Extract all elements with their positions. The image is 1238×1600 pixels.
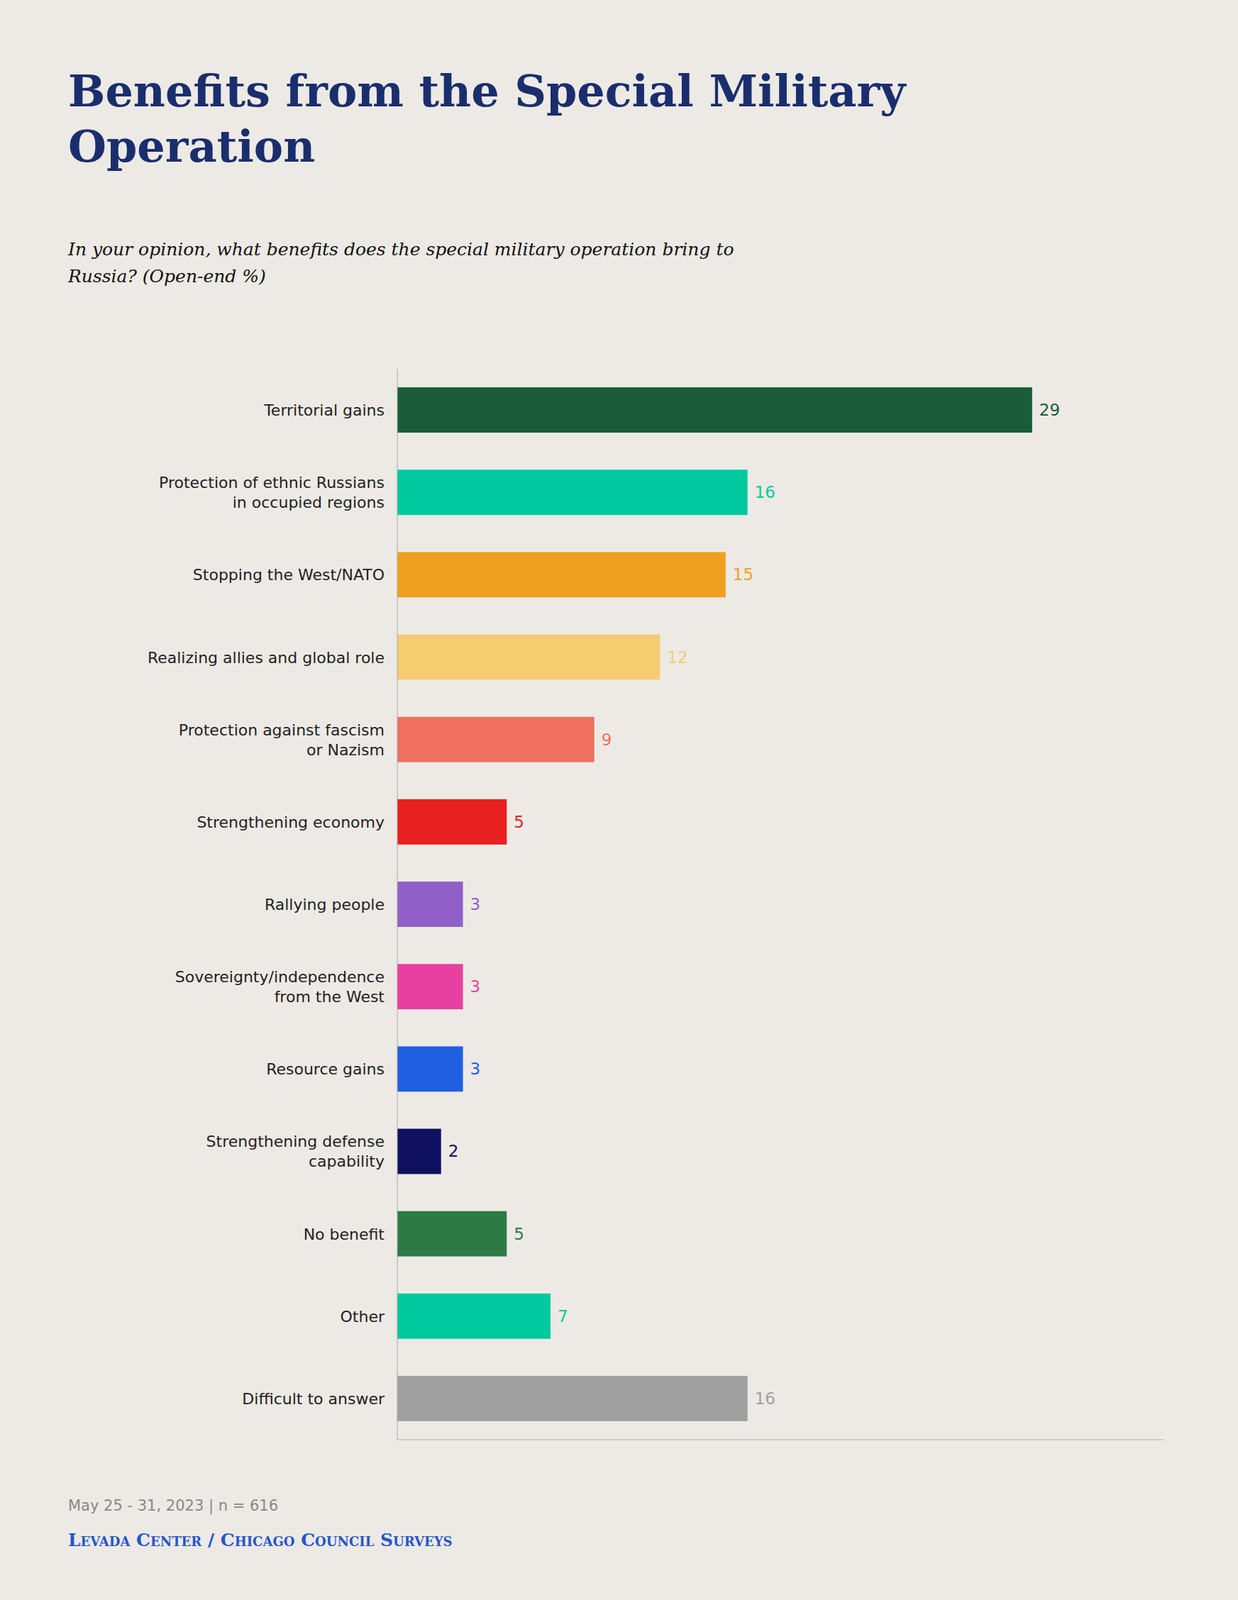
category-label: Stopping the West/NATO xyxy=(192,566,385,584)
data-label: 29 xyxy=(1039,400,1060,420)
footer-date: May 25 - 31, 2023 | n = 616 xyxy=(68,1497,279,1516)
bar xyxy=(397,1376,748,1422)
category-label: Strengthening defensecapability xyxy=(206,1133,385,1171)
bar xyxy=(397,1046,464,1092)
category-label: Territorial gains xyxy=(263,401,385,420)
background xyxy=(0,0,1238,1600)
bar xyxy=(397,964,464,1010)
data-label: 16 xyxy=(754,1389,776,1409)
category-label: Realizing allies and global role xyxy=(147,648,385,667)
chart: Benefits from the Special MilitaryOperat… xyxy=(0,0,1238,1600)
category-label: Resource gains xyxy=(266,1060,385,1079)
data-label: 15 xyxy=(732,565,754,584)
subtitle: In your opinion, what benefits does the … xyxy=(67,239,734,287)
category-label: Protection against fascismor Nazism xyxy=(178,720,385,759)
data-label: 3 xyxy=(470,895,482,914)
data-label: 16 xyxy=(754,483,776,502)
data-label: 9 xyxy=(601,730,613,750)
bar xyxy=(397,717,595,763)
data-label: 2 xyxy=(448,1142,460,1161)
category-label: No benefit xyxy=(303,1225,386,1243)
title: Benefits from the Special MilitaryOperat… xyxy=(68,65,907,173)
bars xyxy=(397,387,1033,1422)
category-label: Protection of ethnic Russiansin occupied… xyxy=(158,473,385,512)
bar xyxy=(397,469,748,516)
data-label: 12 xyxy=(666,648,688,667)
bar xyxy=(397,634,660,681)
data-label: 3 xyxy=(470,977,482,997)
bar xyxy=(397,1294,551,1340)
bar xyxy=(397,1211,507,1258)
labels: 29Territorial gains16Protection of ethni… xyxy=(147,400,1060,1409)
bar xyxy=(397,1129,442,1175)
category-label: Strengthening economy xyxy=(196,813,385,831)
category-label: Rallying people xyxy=(264,896,385,914)
category-label: Sovereignty/independencefrom the West xyxy=(175,968,386,1007)
data-label: 3 xyxy=(470,1059,482,1079)
data-label: 7 xyxy=(557,1307,569,1326)
category-label: Difficult to answer xyxy=(241,1389,386,1408)
bar xyxy=(397,881,464,928)
category-label: Other xyxy=(340,1307,386,1326)
footer-source: Levada Center / Chicago Council Surveys xyxy=(68,1530,453,1551)
data-label: 5 xyxy=(513,813,525,832)
bar xyxy=(397,387,1033,433)
axis-line xyxy=(397,368,399,1441)
axis-line xyxy=(397,1440,1164,1441)
bar xyxy=(397,799,507,845)
data-label: 5 xyxy=(513,1225,525,1244)
bar xyxy=(397,551,726,598)
